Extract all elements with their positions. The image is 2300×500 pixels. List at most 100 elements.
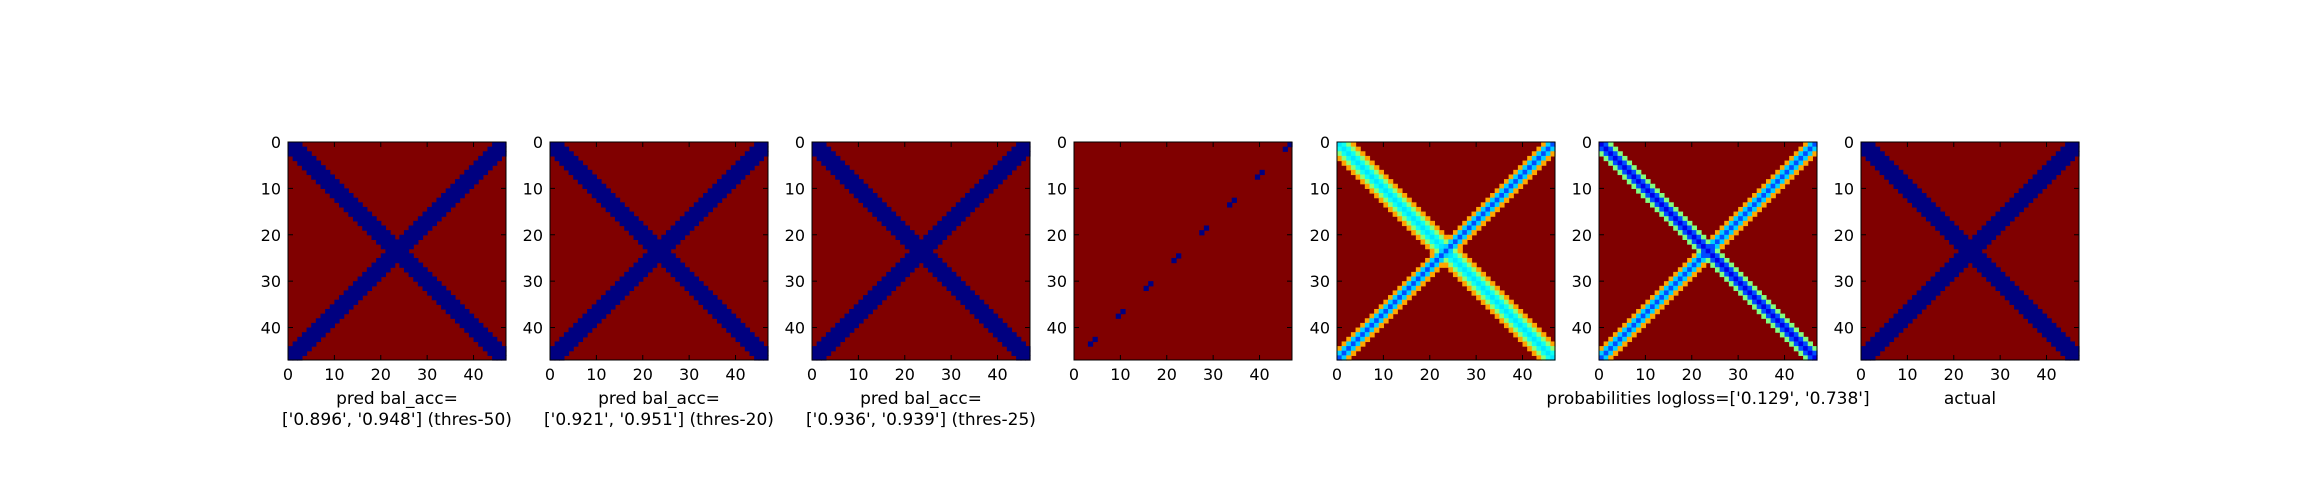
heatmap-cell (1724, 230, 1730, 236)
heatmap-cell (740, 322, 746, 329)
heatmap-cell (464, 183, 470, 189)
heatmap-cell (468, 313, 475, 319)
heatmap-cell (1378, 304, 1384, 310)
heatmap-cell (812, 350, 818, 356)
x-tick-label: 30 (417, 365, 437, 384)
heatmap-cell (1517, 179, 1524, 185)
y-tick-label: 40 (523, 319, 543, 338)
heatmap-cell (1990, 216, 1997, 222)
heatmap-cell (568, 169, 574, 176)
heatmap-cell (1434, 262, 1440, 268)
heatmap-cell (403, 262, 410, 268)
heatmap-cell (812, 346, 818, 352)
heatmap-cell (605, 304, 611, 310)
heatmap-cell (1930, 290, 1936, 296)
heatmap-cell (1976, 267, 1983, 273)
heatmap-cell (1935, 211, 1941, 217)
heatmap-cell (1687, 220, 1693, 227)
heatmap-cell (573, 322, 579, 329)
heatmap-cell (1902, 179, 1908, 185)
heatmap-cell (1612, 332, 1619, 338)
heatmap-cell (1990, 267, 1997, 273)
heatmap-cell (1545, 336, 1551, 343)
heatmap-cell (853, 174, 859, 180)
heatmap-cell (670, 244, 676, 250)
heatmap-cell (1884, 327, 1890, 333)
heatmap-cell (1972, 262, 1978, 268)
heatmap-cell (487, 332, 493, 338)
heatmap-cell (1949, 257, 1955, 264)
heatmap-cell (614, 295, 621, 301)
heatmap-cell (1439, 234, 1445, 241)
heatmap-cell (1466, 225, 1473, 231)
heatmap-cell (1765, 188, 1772, 194)
heatmap-cell (605, 193, 611, 199)
heatmap-cell (876, 197, 883, 203)
heatmap-cell (1346, 350, 1352, 356)
heatmap-cell (1898, 188, 1904, 194)
heatmap-cell (550, 346, 556, 352)
heatmap-cell (1462, 271, 1468, 278)
heatmap-cell (932, 253, 938, 259)
heatmap-cell (445, 304, 451, 310)
heatmap-cell (1378, 318, 1384, 324)
heatmap-cell (1411, 220, 1417, 227)
heatmap-cell (587, 322, 593, 329)
heatmap-cell (2004, 285, 2011, 292)
heatmap-cell (605, 206, 611, 213)
heatmap-cell (1522, 327, 1528, 333)
heatmap-cell (1406, 225, 1412, 231)
heatmap-cell (1462, 267, 1468, 273)
heatmap-cell (1480, 295, 1487, 301)
heatmap-cell (311, 336, 317, 343)
heatmap-cell (1738, 211, 1744, 217)
heatmap-cell (1476, 206, 1482, 213)
heatmap-cell (684, 216, 690, 222)
heatmap-cell (399, 244, 405, 250)
heatmap-cell (1406, 206, 1412, 213)
heatmap-cell (1645, 193, 1651, 199)
heatmap-cell (1654, 290, 1660, 296)
heatmap-cell (371, 220, 377, 227)
heatmap-cell (582, 183, 588, 189)
heatmap-cell (315, 169, 322, 176)
heatmap-cell (445, 202, 451, 208)
heatmap-cell (867, 295, 873, 301)
heatmap-cell (619, 206, 625, 213)
heatmap-cell (1508, 318, 1514, 324)
heatmap-cell (923, 239, 929, 245)
heatmap-cell (2046, 336, 2052, 343)
heatmap-cell (740, 341, 746, 347)
heatmap-cell (1874, 336, 1881, 343)
axes-frame (549, 141, 769, 361)
heatmap-cell (2032, 183, 2038, 189)
heatmap-cell (1861, 355, 1867, 361)
heatmap-cell (1420, 216, 1426, 222)
heatmap-cell (1807, 151, 1813, 157)
heatmap-cell (1663, 281, 1670, 287)
heatmap-cell (2014, 206, 2020, 213)
heatmap-cell (492, 341, 498, 347)
heatmap-cell (974, 197, 980, 203)
heatmap-cell (1645, 197, 1651, 203)
heatmap-cell (1485, 285, 1491, 292)
heatmap-cell (909, 253, 915, 259)
heatmap-cell (1884, 160, 1890, 166)
heatmap-cell (1663, 206, 1670, 213)
heatmap-cell (1921, 299, 1927, 305)
heatmap-cell (376, 276, 382, 282)
heatmap-cell (876, 299, 883, 305)
heatmap-cell (1893, 322, 1899, 329)
heatmap-cell (403, 230, 410, 236)
heatmap-cell (315, 322, 322, 329)
heatmap-cell (997, 327, 1003, 333)
x-tick-label: 30 (941, 365, 961, 384)
heatmap-cell (960, 299, 966, 305)
heatmap-cell (2000, 276, 2006, 282)
heatmap-cell (1765, 308, 1772, 315)
heatmap-cell (1645, 313, 1651, 319)
heatmap-cell (591, 304, 597, 310)
heatmap-cell (1738, 290, 1744, 296)
heatmap-cell (441, 299, 447, 305)
heatmap-cell (1494, 202, 1500, 208)
